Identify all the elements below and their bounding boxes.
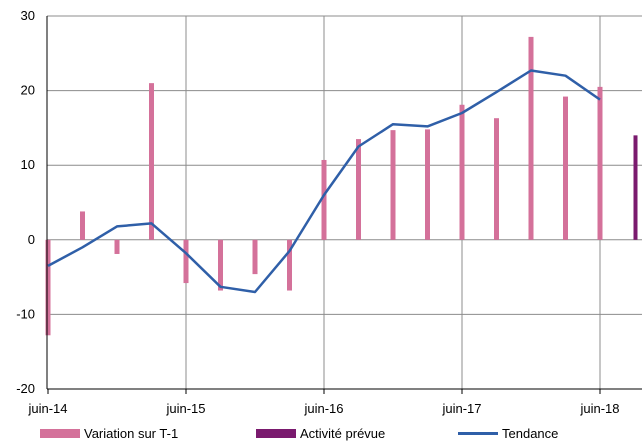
y-tick-label: -20 [16,381,35,396]
bar-variation [494,118,499,240]
legend-swatch-variation [40,429,80,438]
bar-variation [390,130,396,240]
legend: Variation sur T-1 Activité prévue Tendan… [0,426,642,445]
legend-swatch-prevue [256,429,296,438]
bar-variation [597,86,603,240]
bar-variation [356,139,361,240]
bar-activite-prevue [633,135,638,240]
bar-variation [528,36,534,240]
y-tick-label: 20 [21,83,35,98]
bar-variation [114,239,120,254]
legend-item-variation: Variation sur T-1 [40,426,178,441]
legend-label-variation: Variation sur T-1 [84,426,179,441]
bar-variation [183,239,189,284]
y-tick-label: 30 [21,8,35,23]
x-tick-label: juin-15 [165,401,205,416]
bar-variation [80,211,85,240]
bar-variation [563,96,568,240]
x-tick-label: juin-16 [303,401,343,416]
x-tick-label: juin-17 [441,401,481,416]
y-tick-label: 0 [28,232,35,247]
x-tick-label: juin-18 [579,401,619,416]
bar-variation [287,239,292,291]
legend-label-prevue: Activité prévue [300,426,386,441]
legend-label-tendance: Tendance [502,426,559,441]
y-tick-label: -10 [16,306,35,321]
bar-variation [218,239,223,291]
bar-variation [321,159,327,240]
y-tick-label: 10 [21,157,35,172]
bar-variation [252,239,258,275]
x-tick-label: juin-14 [27,401,67,416]
line-tendance [47,69,601,294]
bar-variation [425,129,430,240]
legend-swatch-tendance [458,432,498,435]
bar-variation [45,239,51,336]
legend-item-prevue: Activité prévue [256,426,385,441]
legend-item-tendance: Tendance [458,426,558,441]
chart-canvas: -20 -10 0 10 20 30 juin-14 juin-15 juin-16 juin-1… [16,8,642,416]
bar-variation [459,104,465,240]
bar-variation [149,83,154,240]
